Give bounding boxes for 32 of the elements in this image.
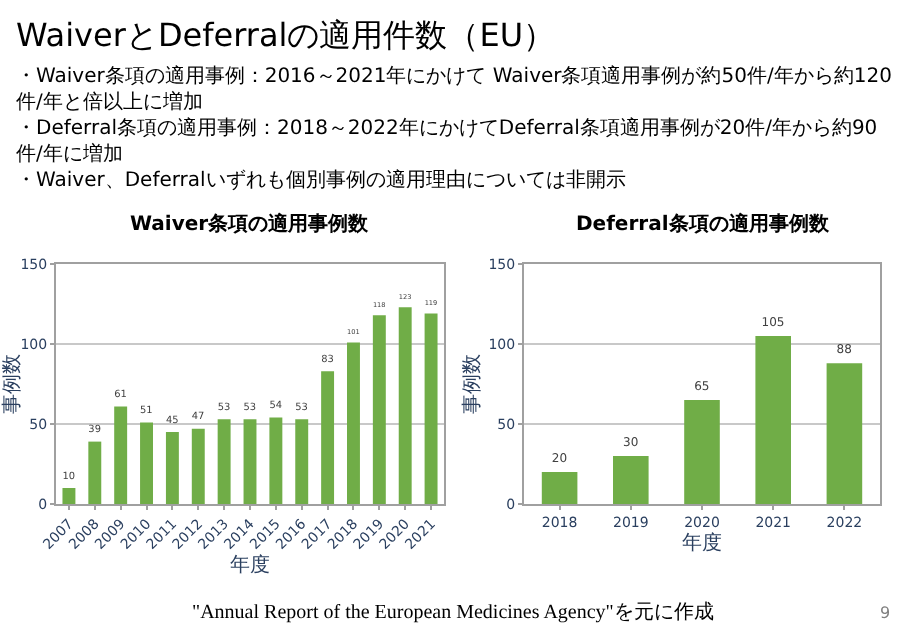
bar [541,472,578,504]
text: ・Waiver条項の適用事例：2016～2021年にかけて Waiver条項適用事例が約50件/年から約120件/年と倍以上に増加 [16,64,892,114]
bar [347,342,360,504]
bar [684,400,720,504]
bar [269,417,283,504]
text: ・Deferral条項の適用事例：2018～2022年にかけてDeferral条項適用事例が20件/年から約90件/年に増加 [16,116,878,166]
bar [217,419,231,504]
bar [114,406,128,504]
bar [372,315,386,504]
text: WaiverとDeferralの適用件数（EU） [16,16,556,54]
bar [88,441,102,504]
chart-title: Waiver条項の適用事例数 [130,212,371,236]
y-axis-title: 事例数 [0,354,24,414]
bar [62,488,76,504]
text: 9 [880,604,891,622]
chart-title: Deferral条項の適用事例数 [576,212,831,236]
x-axis-title: 年度 [230,552,270,577]
bar [613,456,649,504]
x-axis-title: 年度 [682,530,722,555]
bar [398,307,412,504]
bar [424,313,438,504]
text: "Annual Report of the European Medicines Agency"を元に作成 [192,600,714,624]
bar [755,336,791,504]
text: ・Waiver、Deferralいずれも個別事例の適用理由については非開示 [16,168,626,192]
y-axis-title: 事例数 [460,354,485,414]
bar [321,371,335,504]
bar [191,428,205,504]
bar [140,422,153,504]
bar [243,419,257,504]
bar [295,419,309,504]
bar [165,432,179,504]
bar [826,363,863,504]
